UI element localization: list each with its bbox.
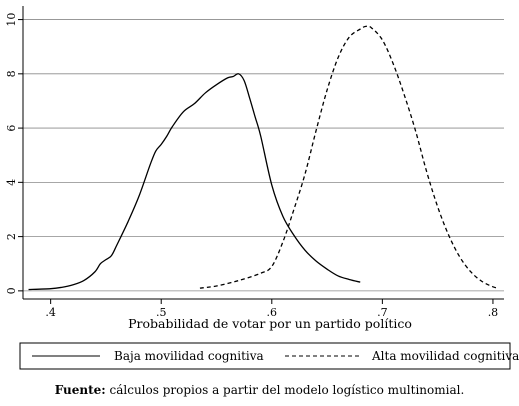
legend-box [19, 342, 511, 370]
x-axis-label: Probabilidad de votar por un partido pol… [128, 316, 412, 331]
x-tick-label: .8 [488, 306, 499, 319]
x-tick-label: .6 [267, 306, 278, 319]
axis-ticks: 0 2 4 6 8 10 .4 .5 .6 .7 .8 [5, 13, 498, 319]
x-tick-label: .4 [45, 306, 56, 319]
legend-label-alta: Alta movilidad cognitiva [371, 349, 519, 363]
legend-label-baja: Baja movilidad cognitiva [114, 349, 264, 363]
legend: Baja movilidad cognitiva Alta movilidad … [19, 342, 519, 370]
source-note-label: Fuente: [54, 383, 106, 397]
y-tick-label: 2 [5, 233, 18, 240]
x-tick-label: .7 [377, 306, 388, 319]
y-tick-label: 6 [5, 125, 18, 132]
series-lines [28, 25, 499, 291]
source-note-text: cálculos propios a partir del modelo log… [105, 383, 465, 397]
series-line-baja [28, 73, 361, 291]
y-tick-label: 8 [5, 70, 18, 77]
source-note: Fuente: cálculos propios a partir del mo… [0, 383, 519, 397]
x-tick-label: .5 [156, 306, 167, 319]
y-tick-label: 4 [5, 179, 18, 186]
y-tick-label: 10 [5, 13, 18, 27]
grid-lines [23, 19, 504, 292]
series-line-alta [199, 25, 499, 289]
y-tick-label: 0 [5, 287, 18, 294]
